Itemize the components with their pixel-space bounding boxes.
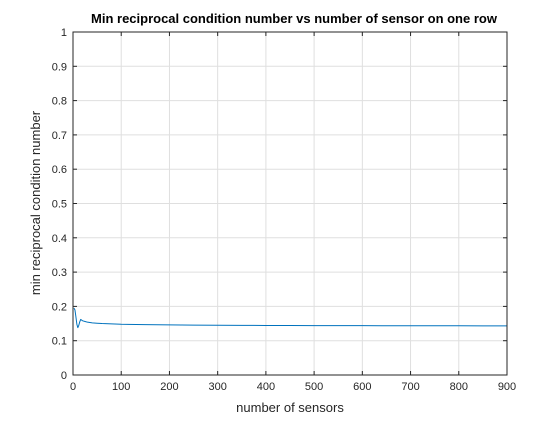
y-axis-ticks: 0 0.1 0.2 0.3 0.4 0.5 0.6 0.7 0.8 0.9 1 <box>52 27 507 382</box>
x-tick-label: 0 <box>70 381 76 393</box>
y-tick-label: 0.2 <box>52 301 67 313</box>
y-tick-label: 0.1 <box>52 336 67 348</box>
x-axis-label: number of sensors <box>236 400 344 415</box>
x-axis-ticks: 0 100 200 300 400 500 600 700 800 900 <box>70 32 516 393</box>
y-tick-label: 0.3 <box>52 267 67 279</box>
y-axis-label: min reciprocal condition number <box>28 110 43 295</box>
x-tick-label: 300 <box>208 381 226 393</box>
y-tick-label: 0.9 <box>52 61 67 73</box>
y-tick-label: 0.6 <box>52 164 67 176</box>
grid-lines <box>73 32 507 375</box>
x-tick-label: 800 <box>450 381 468 393</box>
x-tick-label: 100 <box>112 381 130 393</box>
x-tick-label: 900 <box>498 381 516 393</box>
series-group <box>73 307 508 329</box>
y-tick-label: 0 <box>61 370 67 382</box>
chart-title: Min reciprocal condition number vs numbe… <box>91 11 498 26</box>
y-tick-label: 0.4 <box>52 233 67 245</box>
x-tick-label: 600 <box>353 381 371 393</box>
x-tick-label: 200 <box>160 381 178 393</box>
y-tick-label: 1 <box>61 27 67 39</box>
series-line-0 <box>73 307 508 329</box>
x-tick-label: 500 <box>305 381 323 393</box>
x-tick-label: 400 <box>257 381 275 393</box>
y-tick-label: 0.5 <box>52 199 67 211</box>
y-tick-label: 0.8 <box>52 96 67 108</box>
x-tick-label: 700 <box>401 381 419 393</box>
y-tick-label: 0.7 <box>52 130 67 142</box>
